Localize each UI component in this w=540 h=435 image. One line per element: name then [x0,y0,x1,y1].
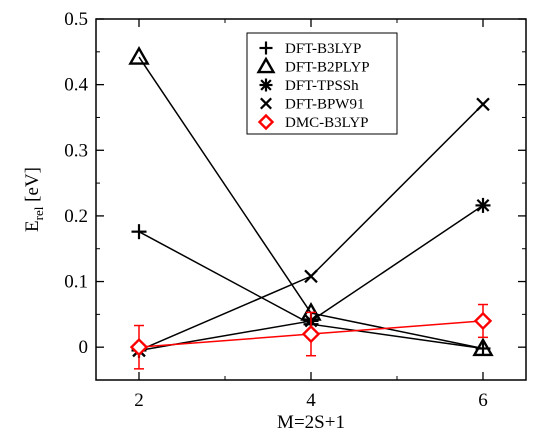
legend-entry: DFT-TPSSh [259,78,359,94]
legend-label: DMC-B3LYP [285,115,369,131]
legend-label: DFT-B3LYP [285,41,361,57]
cross-marker-b [476,97,490,112]
y-tick-label: 0.5 [64,9,88,30]
data-point-cross [304,269,318,284]
asterisk-marker-b [476,199,490,212]
y-tick-label: 0.1 [64,272,88,293]
legend-entry: DFT-B2PLYP [256,56,370,76]
data-point-cross [476,97,490,112]
data-point-triangle [472,337,494,357]
diamond-marker-shape [473,311,493,331]
legend-entry: DFT-BPW91 [260,97,364,113]
legend-marker [260,97,272,110]
y-tick-label: 0 [79,337,89,358]
x-tick-label: 4 [306,390,316,411]
data-point-asterisk [475,197,491,213]
legend-label: DFT-TPSSh [285,78,359,94]
legend-marker [259,78,273,92]
data-point-triangle [128,46,150,65]
legend-label: DFT-B2PLYP [285,60,370,76]
series-layer [128,46,494,370]
y-axis-title-main: E [22,220,43,232]
data-point-diamond [301,324,321,344]
x-axis-title: M=2S+1 [277,412,345,433]
y-tick-label: 0.4 [64,75,88,96]
legend-entry: DFT-B3LYP [259,41,361,57]
legend-marker [259,41,273,55]
legend-marker [257,113,275,131]
data-point-plus [131,224,147,240]
diamond-marker-shape [129,337,149,357]
cross-marker-b [304,269,318,284]
triangle-marker-shape [128,46,150,65]
triangle-marker-shape [256,56,276,74]
legend-box [246,32,398,135]
x-tick-label: 6 [478,390,488,411]
y-tick-label: 0.3 [64,140,88,161]
legend-entry: DMC-B3LYP [257,113,369,131]
x-tick-label: 2 [134,390,144,411]
legend: DFT-B3LYP DFT-B2PLYP DFT-TPSSh DFT-BPW91 DMC… [246,32,398,135]
ticks-layer: 0 0.1 0.2 0.3 0.4 0.5 2 4 6 [64,9,526,411]
cross-marker-b [260,97,272,110]
y-axis-title-unit: [eV] [22,167,43,207]
data-point-diamond [473,311,493,331]
legend-label: DFT-BPW91 [285,97,364,113]
data-point-diamond [129,337,149,357]
series-DMC-B3LYP [129,303,493,370]
y-axis-title-subscript: rel [31,206,46,220]
triangle-marker-shape [472,337,494,357]
diamond-marker-shape [257,113,275,131]
y-tick-label: 0.2 [64,206,88,227]
asterisk-marker-b [260,79,272,91]
legend-marker [256,56,276,74]
y-axis-title: Erel [eV] [22,167,46,232]
diamond-marker-shape [301,324,321,344]
